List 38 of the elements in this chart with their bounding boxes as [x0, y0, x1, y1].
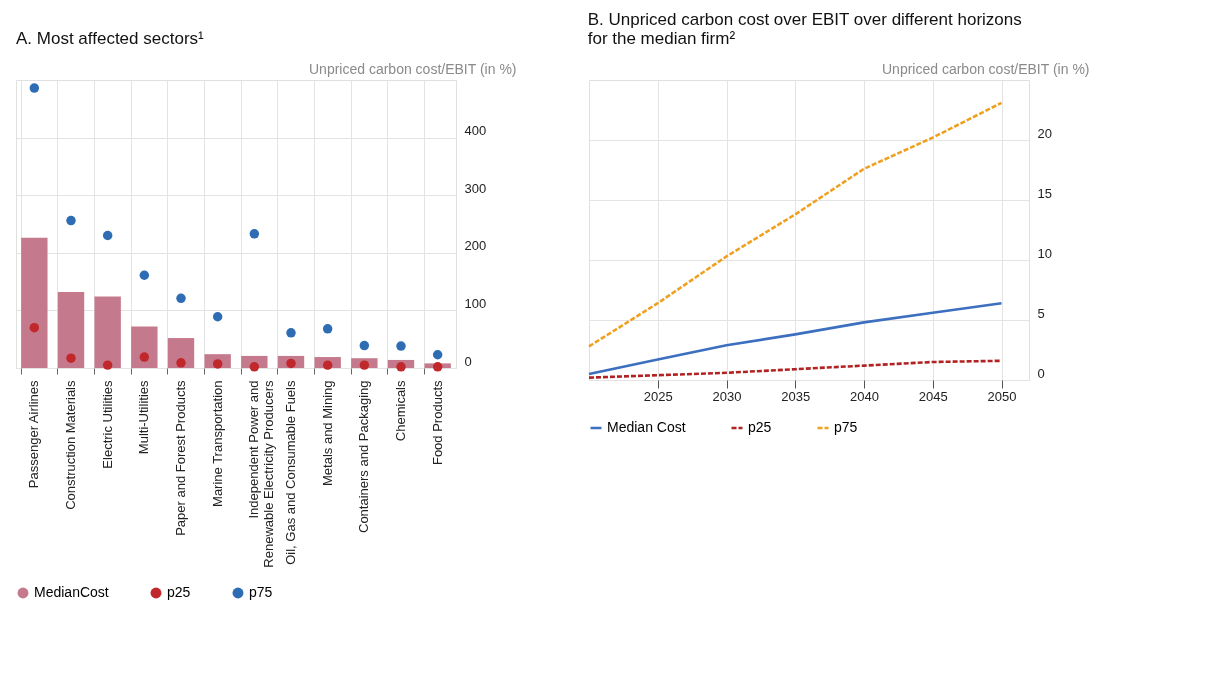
y-tick-label: 10 [1037, 245, 1052, 261]
chart-title: A. Most affected sectors¹ [16, 29, 205, 48]
legend-label: MedianCost [34, 584, 109, 600]
x-tick-label: 2035 [781, 388, 811, 404]
x-tick-label: Oil, Gas and Consumable Fuels [283, 380, 298, 565]
legend-label: p75 [834, 419, 858, 435]
x-tick-label: Metals and Mining [319, 380, 335, 486]
x-tick-label: 2040 [850, 388, 879, 404]
x-tick-label: Multi-Utilities [136, 380, 152, 455]
y-tick-label: 20 [1037, 125, 1052, 141]
x-tick-label: Chemicals [393, 380, 408, 442]
x-tick-label: Paper and Forest Products [173, 380, 188, 536]
x-tick-label: Food Products [429, 380, 445, 466]
y-axis-title: Unpriced carbon cost/EBIT (in %) [309, 60, 517, 77]
legend-label: p75 [249, 584, 273, 600]
y-tick-label: 300 [464, 180, 487, 196]
legend-label: p25 [167, 584, 191, 600]
y-tick-label: 0 [1037, 365, 1045, 381]
x-tick-label: 2030 [712, 388, 742, 404]
x-tick-label: Construction Materials [63, 380, 78, 510]
y-tick-label: 400 [464, 123, 487, 139]
x-tick-label: Independent Power and Renewable Electricity Producers [246, 380, 277, 568]
x-tick-label: Marine Transportation [209, 380, 225, 507]
y-tick-label: 100 [464, 295, 487, 311]
x-tick-label: Passenger Airlines [26, 380, 42, 489]
x-tick-label: Containers and Packaging [356, 380, 372, 533]
y-axis-title: Unpriced carbon cost/EBIT (in %) [882, 60, 1090, 77]
y-tick-label: 200 [464, 238, 487, 254]
y-tick-label: 15 [1037, 185, 1052, 201]
chart-title: B. Unpriced carbon cost over EBIT over different horizons for the median firm² [587, 10, 1022, 48]
y-tick-label: 0 [464, 353, 472, 369]
x-tick-label: Electric Utilities [99, 380, 115, 469]
x-tick-label: 2025 [643, 388, 673, 404]
legend-label: p25 [748, 419, 772, 435]
y-tick-label: 5 [1037, 305, 1045, 321]
legend-label: Median Cost [607, 419, 686, 435]
x-tick-label: 2050 [987, 388, 1017, 404]
x-tick-label: 2045 [918, 388, 948, 404]
